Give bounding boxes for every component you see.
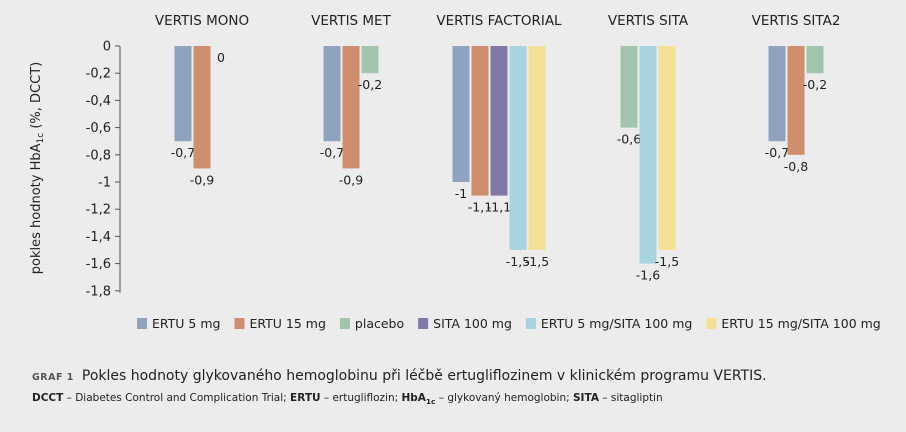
bar-value-label: -1,5 <box>655 254 679 269</box>
footnote-dcct-abbr: DCCT <box>32 392 64 404</box>
footnote-sita-text: – sitagliptin <box>598 392 663 404</box>
footnote-hba-text: – glykovaný hemoglobin; <box>435 392 573 404</box>
bar <box>490 46 508 196</box>
bar <box>768 46 786 142</box>
bar <box>639 46 657 264</box>
hba1c-bar-chart: 0 -0,2 -0,4 -0,6 -0,8 -1 -1,2 -1,4 -1,6 -1,8 pokle… <box>29 13 881 331</box>
bar-value-label: -1,1 <box>487 200 511 215</box>
legend-label: ERTU 5 mg <box>152 316 220 331</box>
caption-label: GRAF 1 <box>32 372 74 383</box>
y-tick-label: -0,2 <box>86 67 111 82</box>
bar-value-label: -0,6 <box>617 132 641 147</box>
y-tick-label: 0 <box>103 40 111 55</box>
bar <box>620 46 638 128</box>
y-tick-label: -1,6 <box>86 257 111 272</box>
category-label: VERTIS FACTORIAL <box>436 13 562 29</box>
bar <box>452 46 470 182</box>
legend-swatch <box>234 318 245 329</box>
bar <box>471 46 489 196</box>
chart-footnote: DCCT – Diabetes Control and Complication… <box>32 392 663 406</box>
category-label: VERTIS SITA2 <box>752 13 841 29</box>
bar-value-label: -0,9 <box>190 172 214 187</box>
y-tick-label: -1,2 <box>86 203 111 218</box>
footnote-hba-abbr: HbA1c <box>401 392 436 407</box>
bar-value-label: -1,5 <box>506 254 530 269</box>
legend-label: ERTU 15 mg <box>249 316 325 331</box>
category-label: VERTIS MONO <box>155 13 249 29</box>
bar <box>323 46 341 142</box>
y-tick-label: -1,4 <box>86 230 111 245</box>
bar-value-label: -0,2 <box>803 77 827 92</box>
bar-value-label: 0 <box>217 50 225 65</box>
bar-value-label: -0,7 <box>171 145 195 160</box>
bar <box>658 46 676 250</box>
y-tick-label: -0,8 <box>86 148 111 163</box>
bar-value-label: -1 <box>455 186 467 201</box>
footnote-ertu-abbr: ERTU <box>290 392 321 404</box>
legend-swatch <box>137 318 147 329</box>
bar-value-label: -0,7 <box>765 145 789 160</box>
bar-value-label: -0,7 <box>320 145 344 160</box>
bar-value-label: -1,1 <box>468 200 492 215</box>
bar <box>787 46 805 155</box>
footnote-dcct-text: – Diabetes Control and Complication Tria… <box>63 392 291 404</box>
y-axis-label: pokles hodnoty HbA1c (%, DCCT) <box>29 62 46 274</box>
y-tick-label: -0,4 <box>86 94 111 109</box>
bar <box>528 46 546 250</box>
category-label: VERTIS MET <box>311 13 391 29</box>
category-label: VERTIS SITA <box>608 13 689 29</box>
bar <box>193 46 211 169</box>
y-tick-label: -1 <box>98 176 111 191</box>
bar <box>361 46 379 74</box>
legend-swatch <box>339 318 350 329</box>
caption-text: Pokles hodnoty glykovaného hemoglobinu p… <box>81 368 767 384</box>
y-tick-label: -0,6 <box>86 121 111 136</box>
legend-swatch <box>525 318 536 329</box>
legend-label: ERTU 15 mg/SITA 100 mg <box>721 316 880 331</box>
bar-value-label: -0,8 <box>784 159 808 174</box>
legend-swatch <box>418 318 429 329</box>
legend-label: ERTU 5 mg/SITA 100 mg <box>541 316 692 331</box>
bar <box>342 46 360 169</box>
footnote-sita-abbr: SITA <box>573 392 599 404</box>
chart-caption: GRAF 1 Pokles hodnoty glykovaného hemoglo… <box>32 368 767 384</box>
bar <box>806 46 824 74</box>
bar-value-label: -0,2 <box>358 77 382 92</box>
legend-label: SITA 100 mg <box>433 316 512 331</box>
legend-swatch <box>706 318 717 329</box>
y-tick-label: -1,8 <box>86 284 111 299</box>
legend-label: placebo <box>355 316 404 331</box>
bar <box>174 46 192 142</box>
bar-value-label: -0,9 <box>339 172 363 187</box>
footnote-ertu-text: – ertugliflozin; <box>320 392 402 404</box>
bar-value-label: -1,6 <box>636 268 660 283</box>
bar <box>509 46 527 250</box>
bar-value-label: -1,5 <box>525 254 549 269</box>
